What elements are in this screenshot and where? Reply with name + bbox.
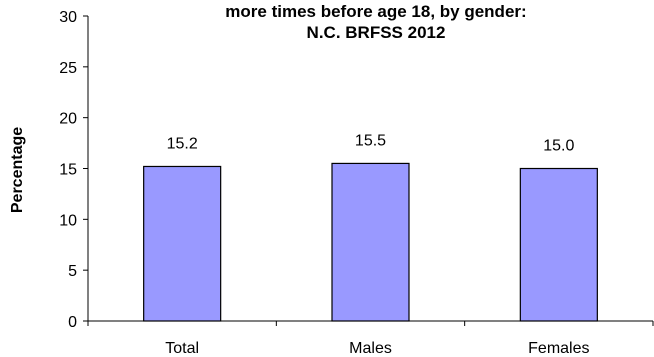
y-tick-label: 0 bbox=[68, 314, 77, 331]
bar-value-label: 15.5 bbox=[355, 132, 386, 149]
y-tick-label: 15 bbox=[59, 162, 77, 179]
x-category-label: Total bbox=[165, 340, 199, 357]
plot-area: 0 5 10 15 20 25 30 15.2 Total 15.5 Males 15.0 Female… bbox=[59, 9, 654, 357]
bar-value-label: 15.2 bbox=[167, 135, 198, 152]
x-category-label: Females bbox=[528, 340, 589, 357]
bar-males bbox=[331, 162, 410, 322]
y-tick-label: 10 bbox=[59, 212, 77, 229]
y-tick-label: 25 bbox=[59, 60, 77, 77]
bar-total bbox=[143, 165, 222, 322]
bar-females bbox=[519, 167, 598, 322]
y-axis-label: Percentage bbox=[9, 127, 26, 213]
chart-title-line-2: N.C. BRFSS 2012 bbox=[307, 23, 446, 42]
x-category-label: Males bbox=[349, 340, 392, 357]
bar-value-label: 15.0 bbox=[543, 138, 574, 155]
y-tick-label: 30 bbox=[59, 9, 77, 26]
y-tick-label: 5 bbox=[68, 263, 77, 280]
y-tick-label: 20 bbox=[59, 111, 77, 128]
chart-title-line-1: more times before age 18, by gender: bbox=[225, 2, 526, 21]
